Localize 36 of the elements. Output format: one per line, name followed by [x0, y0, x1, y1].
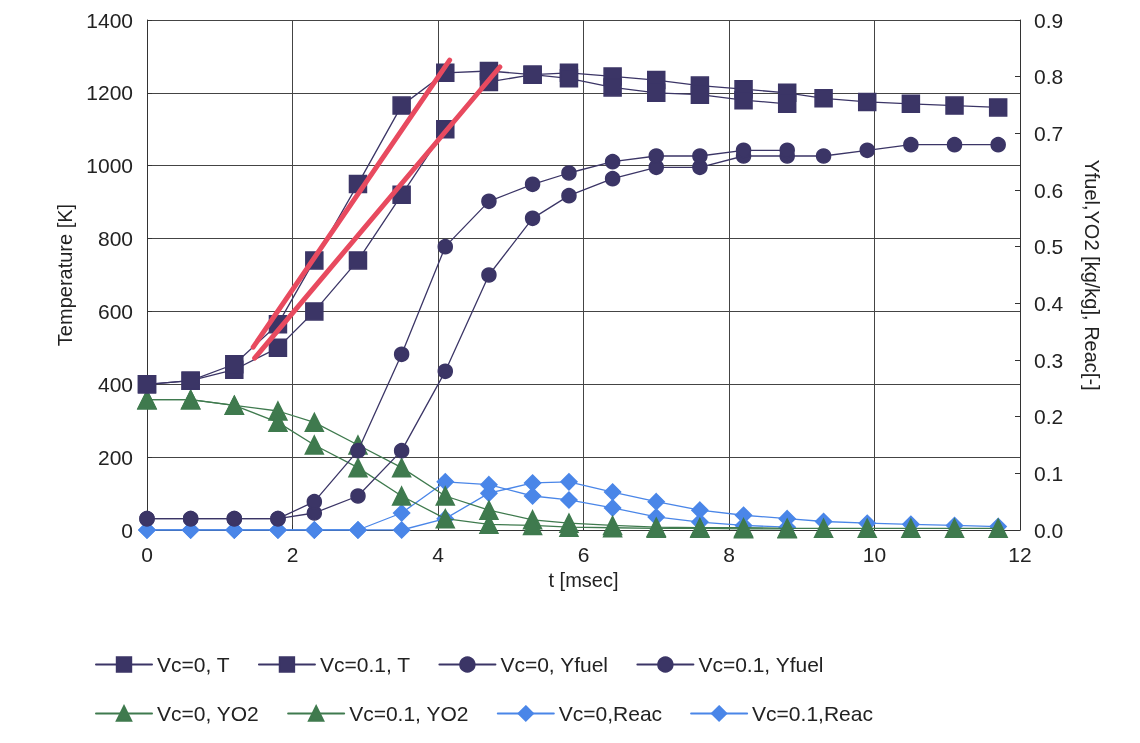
- y-axis-title: Temperature [K]: [54, 203, 77, 347]
- y-tick-label: 600: [97, 299, 133, 323]
- y-tick-label: 1400: [86, 8, 133, 32]
- x-tick-label: 6: [577, 543, 590, 566]
- y-tick-label: 1200: [86, 81, 133, 105]
- y-tick-label: 0: [121, 518, 133, 542]
- y2-tick-label: 0.4: [1034, 291, 1064, 315]
- y2-tick-label: 0.2: [1034, 405, 1064, 429]
- y2-tick-label: 0.6: [1034, 178, 1064, 202]
- x-tick-label: 2: [286, 543, 299, 566]
- x-tick-label: 12: [1008, 543, 1032, 566]
- y-tick-label: 200: [97, 445, 133, 469]
- legend-label: Vc=0.1, YO2: [349, 702, 469, 725]
- y2-tick-label: 0.1: [1034, 461, 1064, 485]
- x-tick-label: 4: [432, 543, 445, 566]
- y2-tick-label: 0.9: [1034, 8, 1064, 32]
- x-tick-label: 10: [862, 543, 887, 566]
- y-tick-label: 800: [97, 227, 133, 251]
- y-tick-label: 400: [97, 372, 133, 396]
- x-tick-label: 0: [141, 543, 153, 566]
- y2-tick-label: 0.5: [1034, 235, 1064, 259]
- legend-label: Vc=0.1, Yfuel: [698, 653, 824, 676]
- legend-label: Vc=0, T: [157, 653, 230, 676]
- legend-label: Vc=0, YO2: [157, 702, 259, 725]
- y-tick-label: 1000: [86, 154, 133, 178]
- legend-label: Vc=0.1,Reac: [752, 702, 873, 725]
- y2-tick-label: 0.0: [1034, 518, 1064, 542]
- legend-label: Vc=0.1, T: [319, 653, 411, 676]
- y2-tick-label: 0.7: [1034, 121, 1064, 145]
- y2-tick-label: 0.8: [1034, 65, 1064, 89]
- x-axis-title: t [msec]: [548, 569, 619, 591]
- legend-label: Vc=0,Reac: [558, 702, 663, 725]
- x-tick-label: 8: [723, 543, 735, 566]
- legend-label: Vc=0, Yfuel: [500, 653, 609, 676]
- y2-axis-title: Yfuel,YO2 [kg/kg], Reac[-]: [1081, 159, 1103, 391]
- y2-tick-label: 0.3: [1034, 348, 1064, 372]
